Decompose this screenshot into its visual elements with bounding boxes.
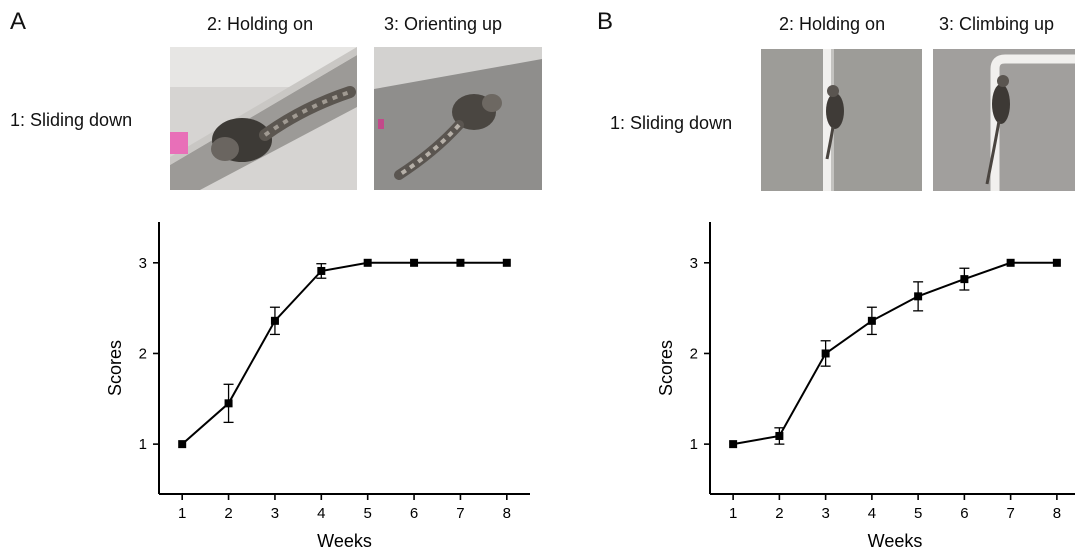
chart-a-x-axis-title: Weeks: [317, 531, 372, 551]
chart-b-x-tick-label: 8: [1053, 505, 1061, 522]
chart-a-y-tick-label: 1: [139, 436, 147, 453]
panel-a-photo-orienting-up: [374, 47, 542, 190]
chart-a-y-tick-label: 3: [139, 255, 147, 272]
panel-b-photo-holding-on: [761, 49, 922, 191]
chart-b-x-axis-title: Weeks: [868, 531, 923, 551]
chart-b-data-point: [1052, 258, 1061, 267]
chart-b-x-tick-label: 5: [914, 505, 922, 522]
chart-b-data-point: [775, 431, 784, 440]
panel-b-photo-climbing-up: [933, 49, 1075, 191]
panel-a-stage-2-label: 2: Holding on: [207, 14, 314, 34]
chart-a-data-point: [502, 258, 511, 267]
chart-a-x-tick-label: 2: [224, 505, 232, 522]
panel-b-stage-3-label: 3: Climbing up: [939, 14, 1055, 34]
chart-a-data-point: [224, 399, 233, 408]
panel-a-stage-1-label: 1: Sliding down: [10, 110, 133, 130]
chart-a-y-axis-title: Scores: [105, 340, 125, 396]
chart-b-x-tick-label: 6: [960, 505, 968, 522]
chart-b-data-point: [1006, 258, 1015, 267]
chart-a-x-tick-label: 6: [410, 505, 418, 522]
chart-b-series-line: [732, 261, 1057, 446]
chart-a-data-point: [456, 258, 465, 267]
panel-a-photo-holding-on: [170, 47, 357, 190]
chart-b-data-point: [914, 292, 923, 301]
chart-a-x-tick-label: 4: [317, 505, 325, 522]
chart-a-data-point: [178, 440, 187, 449]
chart-a-data-point: [410, 258, 419, 267]
panel-a-letter: A: [10, 8, 27, 35]
chart-a-series-line: [181, 261, 507, 445]
chart-a-x-tick-label: 1: [178, 505, 186, 522]
chart-b-x-tick-label: 3: [821, 505, 829, 522]
chart-b-x-tick-label: 4: [868, 505, 876, 522]
chart-b-x-tick-label: 2: [775, 505, 783, 522]
chart-b-y-tick-label: 3: [690, 255, 698, 272]
chart-b-y-axis-title: Scores: [656, 340, 676, 396]
chart-a-x-tick-label: 5: [364, 505, 372, 522]
chart-b-data-point: [821, 349, 830, 358]
chart-a-data-point: [363, 258, 372, 267]
chart-b-y-tick-label: 2: [690, 345, 698, 362]
chart-b-data-point: [960, 275, 969, 284]
chart-a-data-point: [317, 266, 326, 275]
chart-b-y-tick-label: 1: [690, 436, 698, 453]
panel-b-letter: B: [597, 8, 614, 35]
panel-a-stage-3-label: 3: Orienting up: [384, 14, 503, 34]
chart-b-x-tick-label: 7: [1006, 505, 1014, 522]
chart-a-x-tick-label: 3: [271, 505, 279, 522]
chart-b-data-point: [867, 316, 876, 325]
panel-b-stage-1-label: 1: Sliding down: [610, 113, 733, 133]
chart-b-data-point: [729, 440, 738, 449]
chart-b-x-tick-label: 1: [729, 505, 737, 522]
chart-a-data-point: [270, 316, 279, 325]
panel-b-stage-2-label: 2: Holding on: [779, 14, 886, 34]
chart-a-y-tick-label: 2: [139, 345, 147, 362]
chart-a-x-tick-label: 7: [456, 505, 464, 522]
chart-a-x-tick-label: 8: [503, 505, 511, 522]
